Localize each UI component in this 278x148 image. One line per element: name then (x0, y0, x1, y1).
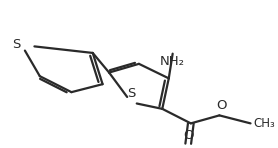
Text: O: O (183, 129, 193, 142)
Text: S: S (127, 87, 135, 100)
Text: S: S (12, 38, 20, 52)
Text: O: O (216, 99, 227, 112)
Text: CH₃: CH₃ (254, 117, 275, 130)
Text: NH₂: NH₂ (160, 55, 185, 68)
